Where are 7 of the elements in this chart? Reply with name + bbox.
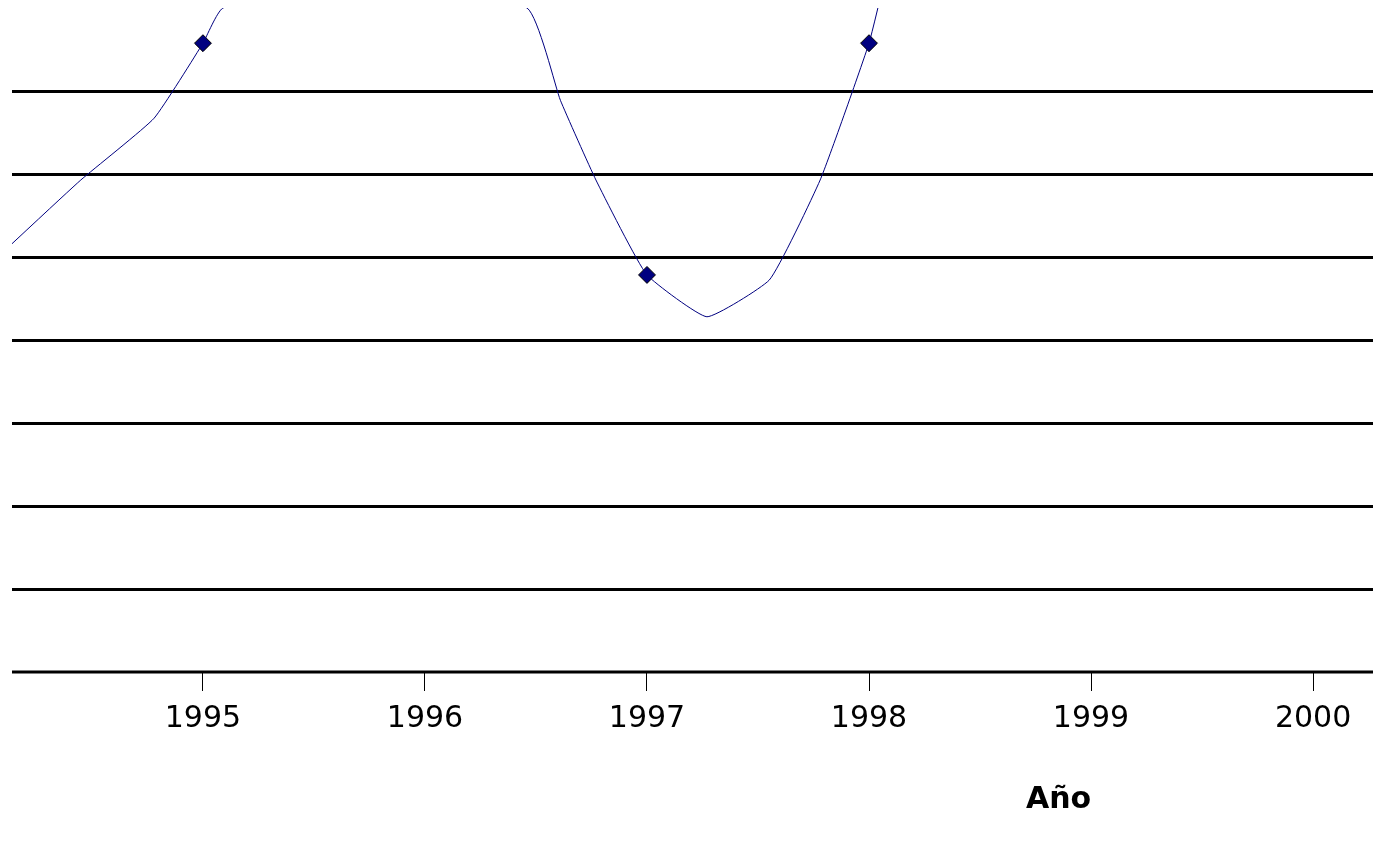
x-tick-label: 1997 xyxy=(608,699,686,734)
x-tick-label: 1996 xyxy=(386,699,464,734)
x-tick-label: 1998 xyxy=(830,699,908,734)
x-tick-label: 1995 xyxy=(164,699,242,734)
x-tick-label: 1999 xyxy=(1052,699,1130,734)
x-axis-title: Año xyxy=(1026,780,1092,815)
x-tick-label: 2000 xyxy=(1274,699,1352,734)
